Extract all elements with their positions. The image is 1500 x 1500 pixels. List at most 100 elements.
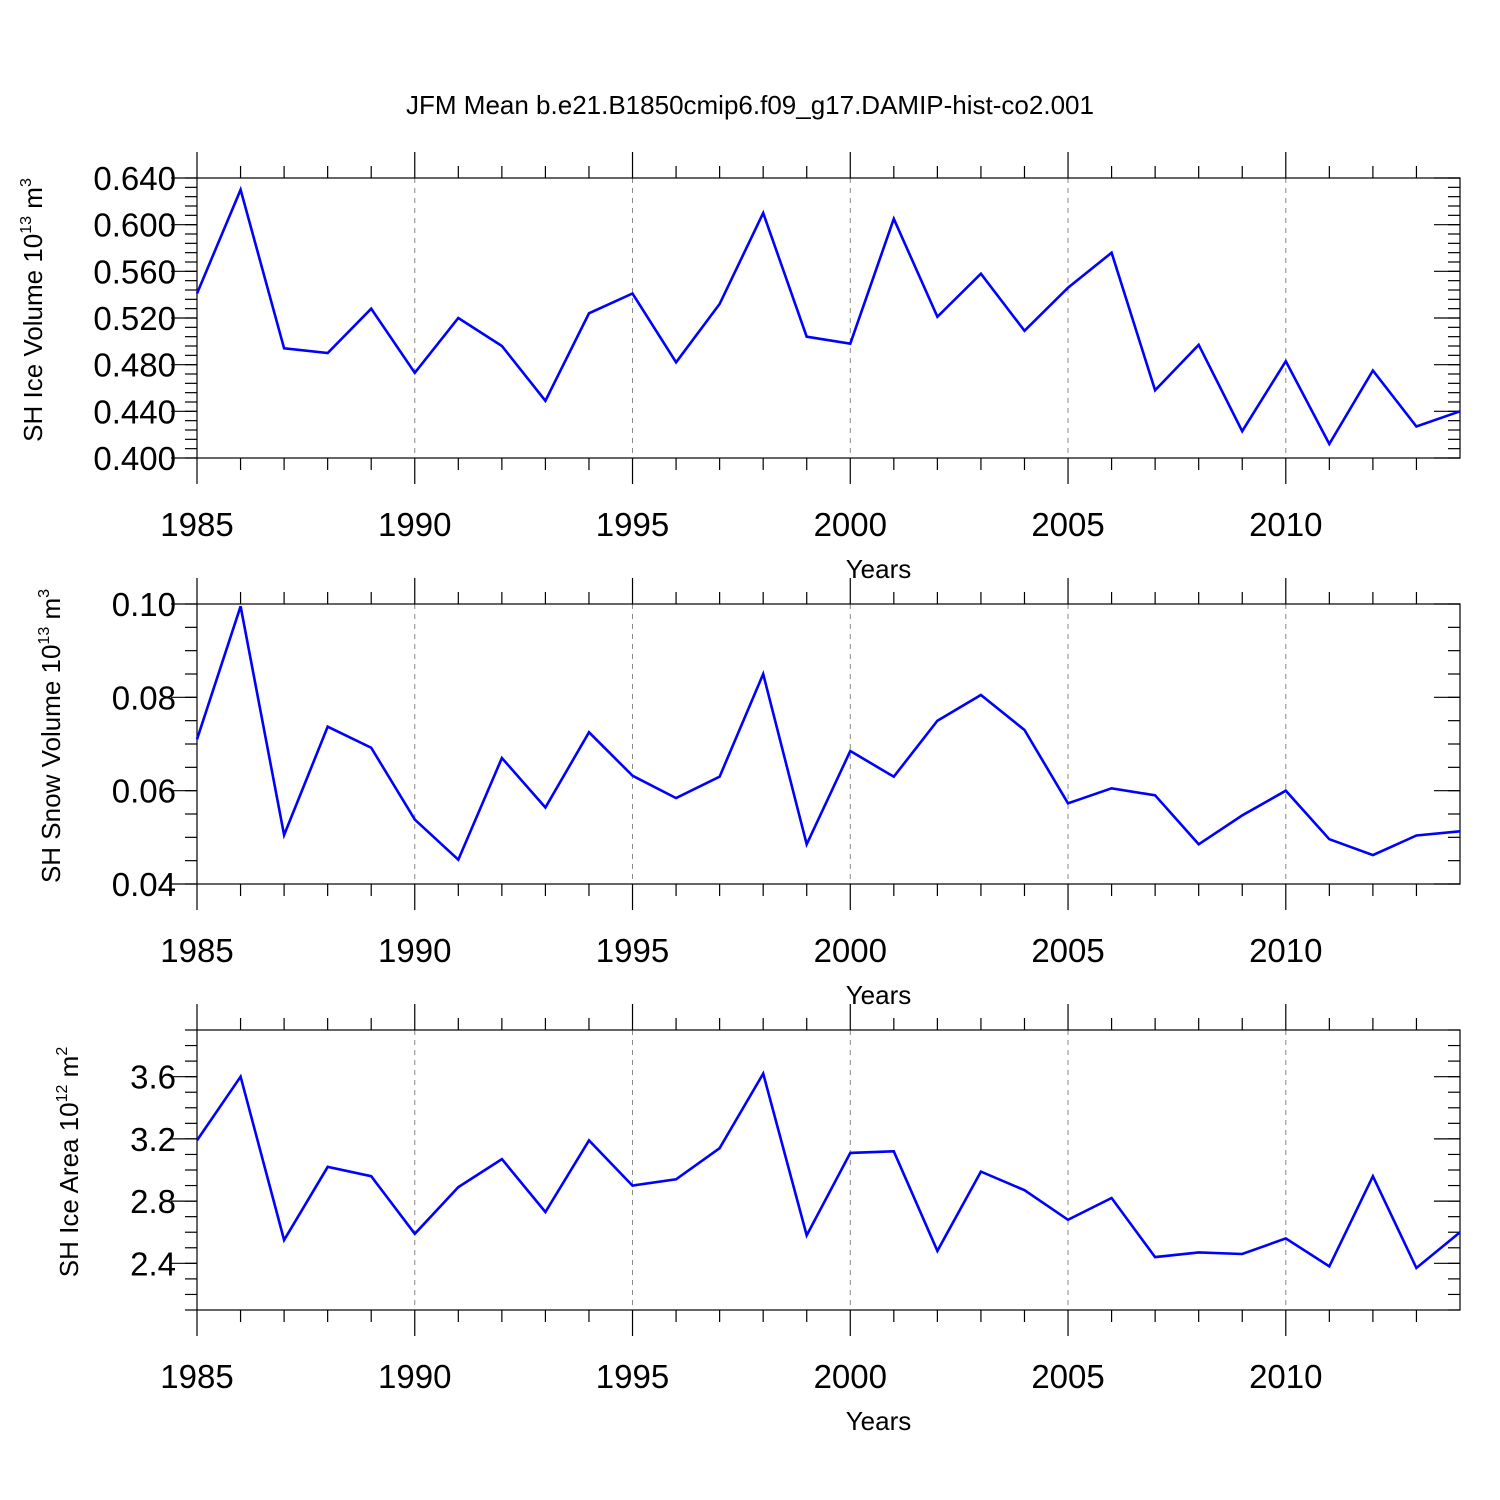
series-line bbox=[195, 1070, 1461, 1271]
data-point bbox=[631, 1184, 635, 1188]
x-tick-label: 2005 bbox=[1031, 1358, 1104, 1395]
data-point bbox=[413, 371, 417, 375]
y-axis-title-unit-exponent: 2 bbox=[54, 1047, 71, 1056]
y-axis-title: SH Ice Area 1012 m2 bbox=[54, 1047, 84, 1278]
figure-title: JFM Mean b.e21.B1850cmip6.f09_g17.DAMIP-… bbox=[406, 90, 1094, 120]
y-tick-label: 0.560 bbox=[93, 253, 176, 290]
data-point bbox=[1110, 1196, 1114, 1200]
panel-ice-volume: 1985 1990 1995 2000 2005 2010 0.400 0.440 0.480 0… bbox=[18, 152, 1462, 584]
x-tick-label: 1990 bbox=[378, 932, 451, 969]
y-axis-title-text: SH Snow Volume 10 bbox=[36, 645, 66, 883]
data-point bbox=[1022, 728, 1026, 732]
y-tick-label: 0.04 bbox=[112, 866, 176, 903]
y-tick-label: 0.640 bbox=[93, 160, 176, 197]
data-point bbox=[1371, 369, 1375, 373]
x-tick-label: 2000 bbox=[814, 932, 887, 969]
data-point bbox=[892, 1149, 896, 1153]
data-point bbox=[326, 351, 330, 355]
data-point bbox=[1066, 801, 1070, 805]
y-tick-label: 3.6 bbox=[130, 1059, 176, 1096]
x-axis-title: Years bbox=[846, 980, 912, 1010]
data-point bbox=[761, 1072, 765, 1076]
x-tick-label: 1995 bbox=[596, 932, 669, 969]
data-point bbox=[1414, 833, 1418, 837]
data-point bbox=[1110, 251, 1114, 255]
data-point bbox=[1414, 425, 1418, 429]
data-point bbox=[500, 756, 504, 760]
data-point bbox=[543, 399, 547, 403]
data-point bbox=[1240, 429, 1244, 433]
data-point bbox=[718, 1146, 722, 1150]
data-point bbox=[1197, 1250, 1201, 1254]
data-point bbox=[500, 1157, 504, 1161]
data-point bbox=[674, 796, 678, 800]
x-tick-label: 2010 bbox=[1249, 932, 1322, 969]
data-point bbox=[1066, 1218, 1070, 1222]
x-tick-label: 1985 bbox=[160, 506, 233, 543]
x-tick-label: 1995 bbox=[596, 506, 669, 543]
data-point bbox=[500, 344, 504, 348]
panels: 1985 1990 1995 2000 2005 2010 0.400 0.440 0.480 0… bbox=[18, 152, 1462, 1436]
y-tick-label: 2.4 bbox=[130, 1245, 176, 1282]
data-point bbox=[674, 360, 678, 364]
y-axis-title-unit: m bbox=[54, 1056, 84, 1085]
data-point bbox=[456, 316, 460, 320]
x-tick-label: 1985 bbox=[160, 932, 233, 969]
data-point bbox=[1284, 789, 1288, 793]
x-tick-label: 2005 bbox=[1031, 932, 1104, 969]
data-point bbox=[369, 307, 373, 311]
y-tick-label: 2.8 bbox=[130, 1183, 176, 1220]
y-axis-title-exponent: 13 bbox=[18, 216, 35, 234]
data-point bbox=[456, 1185, 460, 1189]
data-point bbox=[631, 774, 635, 778]
data-point bbox=[195, 737, 199, 741]
data-point bbox=[282, 1238, 286, 1242]
data-point bbox=[1458, 409, 1462, 413]
data-point bbox=[1327, 837, 1331, 841]
y-axis-title-unit-exponent: 3 bbox=[18, 178, 35, 187]
x-tick-label: 2000 bbox=[814, 506, 887, 543]
data-point bbox=[935, 1249, 939, 1253]
y-axis-title-text: SH Ice Volume 10 bbox=[18, 234, 48, 442]
y-tick-label: 0.440 bbox=[93, 393, 176, 430]
x-tick-label: 1995 bbox=[596, 1358, 669, 1395]
data-point bbox=[195, 292, 199, 296]
data-point bbox=[1371, 1174, 1375, 1178]
data-point bbox=[543, 805, 547, 809]
data-point bbox=[239, 604, 243, 608]
y-tick-label: 0.06 bbox=[112, 773, 176, 810]
data-point bbox=[282, 833, 286, 837]
data-point bbox=[674, 1177, 678, 1181]
data-point bbox=[1110, 786, 1114, 790]
data-point bbox=[892, 775, 896, 779]
data-point bbox=[587, 730, 591, 734]
series-line bbox=[195, 185, 1461, 447]
panel-ice-area: 1985 1990 1995 2000 2005 2010 2.4 2.8 3.2 3.6 Year… bbox=[54, 1004, 1462, 1436]
x-tick-label: 2005 bbox=[1031, 506, 1104, 543]
data-point bbox=[413, 818, 417, 822]
data-point bbox=[1458, 829, 1462, 833]
data-point bbox=[805, 1233, 809, 1237]
y-axis-title-unit: m bbox=[18, 187, 48, 216]
x-tick-label: 1990 bbox=[378, 1358, 451, 1395]
data-point bbox=[1240, 813, 1244, 817]
data-point bbox=[369, 1174, 373, 1178]
y-tick-label: 0.480 bbox=[93, 347, 176, 384]
data-point bbox=[587, 311, 591, 315]
y-tick-label: 0.400 bbox=[93, 440, 176, 477]
data-point bbox=[1197, 842, 1201, 846]
data-point bbox=[805, 335, 809, 339]
data-point bbox=[935, 315, 939, 319]
data-point bbox=[1458, 1230, 1462, 1234]
data-point bbox=[239, 1075, 243, 1079]
data-point bbox=[1284, 359, 1288, 363]
data-point bbox=[979, 693, 983, 697]
data-point bbox=[1371, 853, 1375, 857]
data-point bbox=[413, 1232, 417, 1236]
data-point bbox=[805, 842, 809, 846]
data-point bbox=[239, 188, 243, 192]
data-point bbox=[282, 346, 286, 350]
data-point bbox=[631, 292, 635, 296]
x-axis-title: Years bbox=[846, 1406, 912, 1436]
